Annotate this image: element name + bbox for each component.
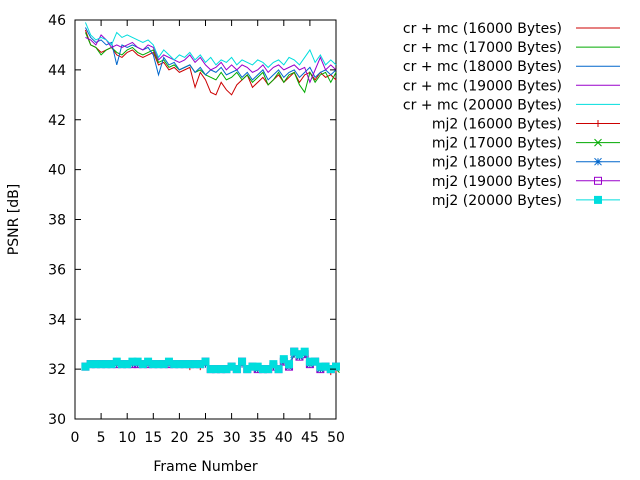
y-tick-label: 40 (48, 163, 66, 179)
series-5 (84, 22, 337, 69)
data-point (201, 357, 210, 366)
legend-label: mj2 (16000 Bytes) (432, 117, 562, 133)
data-point (332, 362, 340, 371)
legend-label: mj2 (18000 Bytes) (432, 155, 562, 171)
legend-entry: cr + mc (19000 Bytes) (403, 78, 620, 94)
x-tick-label: 30 (223, 430, 241, 446)
legend-entry: cr + mc (20000 Bytes) (403, 97, 620, 113)
x-tick-label: 10 (118, 430, 136, 446)
x-tick-label: 25 (197, 430, 215, 446)
legend-entry: mj2 (17000 Bytes) (432, 136, 620, 152)
x-tick-label: 20 (170, 430, 188, 446)
legend-label: cr + mc (18000 Bytes) (403, 59, 562, 75)
series-line (85, 34, 337, 84)
legend-label: cr + mc (16000 Bytes) (403, 21, 562, 37)
legend-marker (594, 120, 602, 127)
data-point (232, 365, 241, 374)
legend-label: mj2 (17000 Bytes) (432, 136, 562, 152)
legend-label: mj2 (20000 Bytes) (432, 193, 562, 209)
series-10 (81, 347, 340, 374)
legend-entry: cr + mc (17000 Bytes) (403, 40, 620, 56)
y-axis: 30 32 34 36 38 40 42 44 46 (48, 13, 336, 428)
y-tick-label: 42 (48, 113, 66, 129)
legend-label: cr + mc (17000 Bytes) (403, 40, 562, 56)
data-point (279, 355, 288, 364)
y-tick-label: 34 (48, 312, 66, 328)
data-point (300, 347, 309, 356)
series-1 (84, 29, 337, 96)
legend-entry: cr + mc (18000 Bytes) (403, 59, 620, 75)
series-layer (81, 22, 340, 376)
y-tick-label: 36 (48, 262, 66, 278)
y-tick-label: 32 (48, 362, 66, 378)
legend-entry: mj2 (16000 Bytes) (432, 117, 620, 133)
series-2 (84, 32, 337, 94)
x-axis: 0 5 10 15 20 25 30 35 40 45 50 (71, 20, 345, 446)
legend-entry: cr + mc (16000 Bytes) (403, 21, 620, 37)
x-tick-label: 15 (144, 430, 162, 446)
series-line (84, 22, 337, 69)
x-tick-label: 5 (97, 430, 106, 446)
x-tick-label: 50 (327, 430, 345, 446)
y-axis-title: PSNR [dB] (6, 184, 22, 255)
legend-marker (594, 176, 602, 185)
x-axis-title: Frame Number (153, 459, 258, 475)
legend-marker (594, 195, 602, 204)
legend-entry: mj2 (18000 Bytes) (432, 155, 620, 171)
series-line (84, 32, 337, 94)
x-tick-label: 45 (301, 430, 319, 446)
x-tick-label: 0 (71, 430, 80, 446)
legend-label: cr + mc (20000 Bytes) (403, 97, 562, 113)
y-tick-label: 44 (48, 63, 66, 79)
data-point (311, 357, 320, 366)
data-point (285, 360, 294, 369)
legend-marker (594, 138, 602, 147)
x-tick-label: 40 (275, 430, 293, 446)
data-point (264, 365, 273, 374)
legend-entry: mj2 (20000 Bytes) (432, 193, 620, 209)
x-tick-label: 35 (249, 430, 267, 446)
y-tick-label: 30 (48, 412, 66, 428)
y-tick-label: 46 (48, 13, 66, 29)
data-point (269, 360, 278, 369)
legend-label: mj2 (19000 Bytes) (432, 174, 562, 190)
plot-area (74, 19, 340, 420)
series-line (84, 29, 337, 96)
y-tick-label: 38 (48, 213, 66, 229)
data-point (274, 365, 283, 374)
legend-label: cr + mc (19000 Bytes) (403, 78, 562, 94)
legend: cr + mc (16000 Bytes) cr + mc (17000 Byte… (403, 21, 620, 209)
legend-marker (594, 157, 602, 166)
data-point (238, 357, 247, 366)
series-4 (85, 34, 337, 84)
legend-entry: mj2 (19000 Bytes) (432, 174, 620, 190)
